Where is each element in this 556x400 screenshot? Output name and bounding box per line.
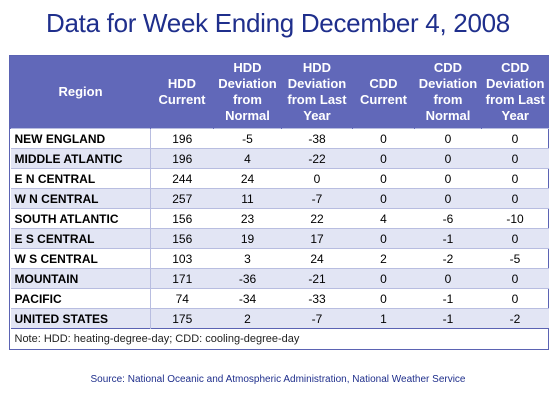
cdd-deviation-normal-cell: 0 bbox=[414, 148, 482, 169]
table-row: MOUNTAIN 171 -36 -21 0 0 0 bbox=[10, 268, 549, 289]
cdd-current-cell: 2 bbox=[352, 248, 415, 269]
table-header-row: Region HDD Current HDD Deviation from Normal… bbox=[10, 56, 549, 129]
region-cell: MIDDLE ATLANTIC bbox=[10, 148, 151, 169]
hdd-current-cell: 156 bbox=[150, 208, 214, 229]
hdd-deviation-last-year-cell: -7 bbox=[281, 188, 353, 209]
hdd-deviation-normal-cell: 24 bbox=[213, 168, 282, 189]
cdd-current-cell: 0 bbox=[352, 188, 415, 209]
hdd-deviation-normal-cell: 23 bbox=[213, 208, 282, 229]
table-row: E N CENTRAL 244 24 0 0 0 0 bbox=[10, 168, 549, 189]
cdd-deviation-last-year-cell: 0 bbox=[481, 288, 549, 309]
region-cell: W S CENTRAL bbox=[10, 248, 151, 269]
header-region: Region bbox=[10, 56, 151, 129]
region-cell: UNITED STATES bbox=[10, 308, 151, 329]
table-row: E S CENTRAL 156 19 17 0 -1 0 bbox=[10, 228, 549, 249]
hdd-deviation-last-year-cell: -38 bbox=[281, 128, 353, 149]
hdd-deviation-normal-cell: 11 bbox=[213, 188, 282, 209]
cdd-deviation-normal-cell: 0 bbox=[414, 268, 482, 289]
table-note-row: Note: HDD: heating-degree-day; CDD: cool… bbox=[10, 328, 549, 349]
cdd-deviation-normal-cell: -1 bbox=[414, 308, 482, 329]
hdd-deviation-last-year-cell: -33 bbox=[281, 288, 353, 309]
hdd-deviation-last-year-cell: 24 bbox=[281, 248, 353, 269]
hdd-deviation-last-year-cell: 22 bbox=[281, 208, 353, 229]
hdd-current-cell: 257 bbox=[150, 188, 214, 209]
region-cell: W N CENTRAL bbox=[10, 188, 151, 209]
cdd-current-cell: 0 bbox=[352, 168, 415, 189]
cdd-deviation-normal-cell: -1 bbox=[414, 288, 482, 309]
table-note: Note: HDD: heating-degree-day; CDD: cool… bbox=[10, 328, 549, 349]
header-cdd-deviation-normal: CDD Deviation from Normal bbox=[414, 56, 482, 129]
hdd-current-cell: 196 bbox=[150, 128, 214, 149]
hdd-deviation-normal-cell: 2 bbox=[213, 308, 282, 329]
cdd-deviation-normal-cell: -2 bbox=[414, 248, 482, 269]
page-title: Data for Week Ending December 4, 2008 bbox=[46, 8, 510, 38]
hdd-deviation-normal-cell: 3 bbox=[213, 248, 282, 269]
hdd-deviation-last-year-cell: -21 bbox=[281, 268, 353, 289]
region-cell: MOUNTAIN bbox=[10, 268, 151, 289]
cdd-deviation-normal-cell: 0 bbox=[414, 128, 482, 149]
hdd-deviation-last-year-cell: 17 bbox=[281, 228, 353, 249]
hdd-current-cell: 175 bbox=[150, 308, 214, 329]
cdd-current-cell: 0 bbox=[352, 268, 415, 289]
cdd-deviation-last-year-cell: -10 bbox=[481, 208, 549, 229]
header-hdd-deviation-normal: HDD Deviation from Normal bbox=[213, 56, 282, 129]
header-cdd-current: CDD Current bbox=[352, 56, 415, 129]
cdd-current-cell: 0 bbox=[352, 128, 415, 149]
hdd-deviation-normal-cell: -5 bbox=[213, 128, 282, 149]
region-cell: PACIFIC bbox=[10, 288, 151, 309]
hdd-current-cell: 156 bbox=[150, 228, 214, 249]
region-cell: NEW ENGLAND bbox=[10, 128, 151, 149]
cdd-current-cell: 1 bbox=[352, 308, 415, 329]
region-cell: E S CENTRAL bbox=[10, 228, 151, 249]
hdd-current-cell: 171 bbox=[150, 268, 214, 289]
hdd-current-cell: 103 bbox=[150, 248, 214, 269]
cdd-current-cell: 0 bbox=[352, 228, 415, 249]
table-row: SOUTH ATLANTIC 156 23 22 4 -6 -10 bbox=[10, 208, 549, 229]
cdd-deviation-last-year-cell: 0 bbox=[481, 168, 549, 189]
cdd-current-cell: 4 bbox=[352, 208, 415, 229]
table-row: UNITED STATES 175 2 -7 1 -1 -2 bbox=[10, 308, 549, 329]
cdd-current-cell: 0 bbox=[352, 288, 415, 309]
cdd-deviation-last-year-cell: 0 bbox=[481, 128, 549, 149]
hdd-deviation-last-year-cell: 0 bbox=[281, 168, 353, 189]
hdd-deviation-last-year-cell: -22 bbox=[281, 148, 353, 169]
hdd-current-cell: 244 bbox=[150, 168, 214, 189]
cdd-deviation-last-year-cell: 0 bbox=[481, 188, 549, 209]
cdd-deviation-last-year-cell: 0 bbox=[481, 148, 549, 169]
table-row: W N CENTRAL 257 11 -7 0 0 0 bbox=[10, 188, 549, 209]
cdd-current-cell: 0 bbox=[352, 148, 415, 169]
hdd-deviation-normal-cell: -36 bbox=[213, 268, 282, 289]
table-row: NEW ENGLAND 196 -5 -38 0 0 0 bbox=[10, 128, 549, 149]
weather-data-table: Region HDD Current HDD Deviation from Normal… bbox=[10, 56, 549, 349]
cdd-deviation-normal-cell: 0 bbox=[414, 168, 482, 189]
hdd-deviation-normal-cell: 4 bbox=[213, 148, 282, 169]
hdd-deviation-normal-cell: 19 bbox=[213, 228, 282, 249]
header-cdd-deviation-last-year: CDD Deviation from Last Year bbox=[481, 56, 549, 129]
hdd-current-cell: 196 bbox=[150, 148, 214, 169]
cdd-deviation-normal-cell: 0 bbox=[414, 188, 482, 209]
cdd-deviation-last-year-cell: -5 bbox=[481, 248, 549, 269]
region-cell: SOUTH ATLANTIC bbox=[10, 208, 151, 229]
table-row: MIDDLE ATLANTIC 196 4 -22 0 0 0 bbox=[10, 148, 549, 169]
hdd-current-cell: 74 bbox=[150, 288, 214, 309]
cdd-deviation-last-year-cell: 0 bbox=[481, 268, 549, 289]
cdd-deviation-last-year-cell: -2 bbox=[481, 308, 549, 329]
cdd-deviation-last-year-cell: 0 bbox=[481, 228, 549, 249]
table-row: PACIFIC 74 -34 -33 0 -1 0 bbox=[10, 288, 549, 309]
header-hdd-deviation-last-year: HDD Deviation from Last Year bbox=[281, 56, 353, 129]
data-table-container: Region HDD Current HDD Deviation from Normal… bbox=[9, 55, 549, 350]
source-credit: Source: National Oceanic and Atmospheric… bbox=[90, 374, 466, 385]
hdd-deviation-last-year-cell: -7 bbox=[281, 308, 353, 329]
table-row: W S CENTRAL 103 3 24 2 -2 -5 bbox=[10, 248, 549, 269]
region-cell: E N CENTRAL bbox=[10, 168, 151, 189]
hdd-deviation-normal-cell: -34 bbox=[213, 288, 282, 309]
cdd-deviation-normal-cell: -1 bbox=[414, 228, 482, 249]
cdd-deviation-normal-cell: -6 bbox=[414, 208, 482, 229]
header-hdd-current: HDD Current bbox=[150, 56, 214, 129]
